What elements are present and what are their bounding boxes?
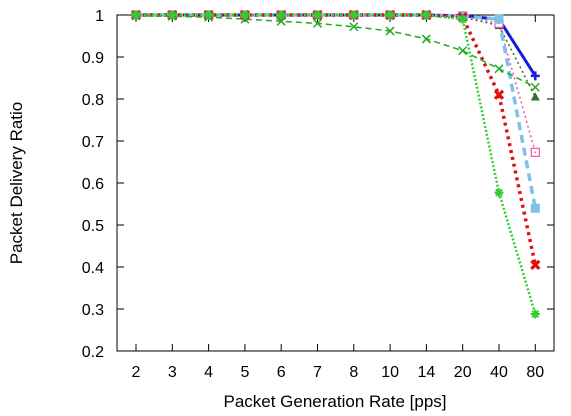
data-point	[313, 10, 322, 20]
series-line	[136, 13, 537, 315]
data-point	[240, 10, 250, 20]
y-tick-label: 0.2	[82, 344, 104, 361]
data-point	[131, 10, 141, 20]
x-tick-label: 7	[313, 364, 322, 381]
data-point	[349, 22, 359, 32]
series-line	[136, 13, 538, 266]
data-point	[204, 10, 214, 20]
x-tick-label: 10	[381, 364, 399, 381]
data-point	[494, 64, 504, 74]
data-point	[458, 46, 468, 56]
data-point	[421, 10, 431, 20]
x-tick-label: 8	[349, 364, 358, 381]
x-tick-label: 4	[204, 364, 213, 381]
x-tick-label: 5	[240, 364, 249, 381]
data-point	[385, 10, 395, 20]
x-axis-label: Packet Generation Rate [pps]	[223, 392, 446, 411]
data-point	[494, 14, 504, 24]
data-point	[458, 14, 468, 24]
data-point-center	[534, 151, 537, 154]
x-tick-label: 6	[277, 364, 286, 381]
series-markers	[130, 9, 541, 319]
y-axis: 0.2 0.3 0.4 0.5 0.6 0.7 0.8 0.9 1	[82, 8, 554, 361]
x-tick-label: 14	[418, 364, 436, 381]
data-point	[385, 26, 395, 36]
y-tick-label: 1	[95, 8, 104, 25]
y-tick-label: 0.3	[82, 302, 104, 319]
plot-frame	[116, 14, 555, 352]
data-point	[530, 92, 540, 101]
data-point	[421, 34, 431, 44]
y-tick-label: 0.4	[82, 260, 104, 277]
data-point	[530, 259, 541, 271]
x-tick-label: 80	[526, 364, 544, 381]
data-point	[312, 18, 323, 28]
y-tick-label: 0.8	[82, 92, 104, 109]
data-point	[493, 89, 505, 100]
x-axis: 2 3 4 5 6 7 8 10 14 20 40 80	[132, 15, 544, 381]
data-point	[530, 309, 540, 319]
data-point	[167, 10, 177, 20]
data-point	[530, 82, 540, 92]
y-axis-label: Packet Delivery Ratio	[7, 102, 26, 265]
x-tick-label: 20	[454, 364, 472, 381]
x-tick-label: 2	[132, 364, 141, 381]
data-point	[530, 203, 540, 213]
y-tick-label: 0.7	[82, 134, 104, 151]
y-tick-label: 0.6	[82, 176, 104, 193]
data-point	[494, 188, 504, 198]
data-point	[276, 10, 286, 20]
x-tick-label: 3	[168, 364, 177, 381]
y-tick-label: 0.9	[82, 50, 104, 67]
x-tick-label: 40	[490, 364, 508, 381]
series-lines	[135, 13, 538, 315]
data-point	[349, 10, 359, 20]
y-tick-label: 0.5	[82, 218, 104, 235]
series-line	[136, 13, 538, 209]
data-point	[530, 71, 540, 81]
